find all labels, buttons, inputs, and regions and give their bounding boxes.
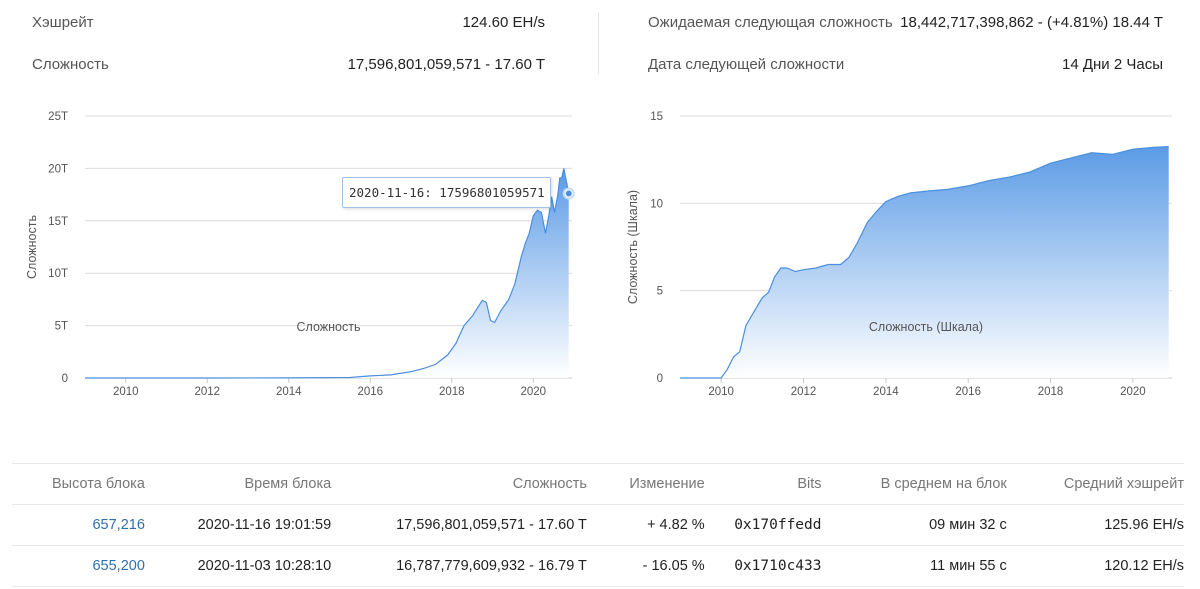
difficulty-history-table: Высота блока Время блока Сложность Измен… <box>12 463 1184 587</box>
y-tick-label: 15T <box>48 216 68 228</box>
col-height-header: Высота блока <box>12 463 145 505</box>
x-tick-label: 2012 <box>791 386 817 398</box>
x-tick-label: 2016 <box>357 386 383 398</box>
series-line <box>85 168 570 379</box>
difficulty-log-chart[interactable]: 0 5 10 15 2010 2012 2014 2016 2018 2020 Сложность … <box>600 95 1200 440</box>
x-tick-label: 2010 <box>113 386 139 398</box>
difficulty-value-separator: - <box>481 56 495 73</box>
x-axis-title: Сложность <box>297 320 361 334</box>
x-tick-label: 2014 <box>873 386 899 398</box>
y-axis-title: Сложность (Шкала) <box>626 190 640 304</box>
col-difficulty-header: Сложность <box>331 463 587 505</box>
x-tick-label: 2012 <box>194 386 220 398</box>
difficulty-label: Сложность <box>32 56 109 73</box>
col-avg-header: В среднем на блок <box>821 463 1007 505</box>
col-hashrate-header: Средний хэшрейт <box>1006 463 1184 505</box>
block-height-link[interactable]: 657,216 <box>12 504 145 546</box>
hashrate-label: Хэшрейт <box>32 14 94 31</box>
next-difficulty-date-label: Дата следующей сложности <box>648 56 845 73</box>
x-tick-label: 2016 <box>955 386 981 398</box>
block-difficulty: 17,596,801,059,571 - 17.60 T <box>331 504 587 546</box>
block-avg-time: 09 мин 32 с <box>821 504 1007 546</box>
next-difficulty-value: 18,442,717,398,862 - (+4.81%) 18.44 T <box>900 14 1163 31</box>
y-tick-label: 10 <box>650 198 663 210</box>
y-tick-label: 5T <box>55 321 68 333</box>
y-tick-label: 20T <box>48 163 68 175</box>
col-time-header: Время блока <box>144 463 332 505</box>
hover-point <box>564 189 573 198</box>
block-height-link[interactable]: 655,200 <box>12 545 145 587</box>
series-line <box>680 146 1169 379</box>
difficulty-value-short: 17.60 T <box>494 56 545 73</box>
block-hashrate: 120.12 EH/s <box>1006 545 1184 587</box>
difficulty-chart-svg[interactable]: 0 5T 10T 15T 20T 25T 2010 2012 2014 2016 2018 2020 С… <box>0 95 600 440</box>
y-tick-label: 25T <box>48 111 68 123</box>
series-area <box>680 146 1169 378</box>
next-difficulty-label: Ожидаемая следующая сложность <box>648 14 893 31</box>
difficulty-log-chart-svg[interactable]: 0 5 10 15 2010 2012 2014 2016 2018 2020 Сложность … <box>600 95 1200 440</box>
block-bits: 0x1710c433 <box>704 545 822 587</box>
y-axis-title: Сложность <box>25 215 39 279</box>
x-axis-title: Сложность (Шкала) <box>869 320 983 334</box>
table-row: 655,200 2020-11-03 10:28:10 16,787,779,6… <box>12 545 1184 587</box>
block-time: 2020-11-03 10:28:10 <box>144 545 332 587</box>
block-time: 2020-11-16 19:01:59 <box>144 504 332 546</box>
block-difficulty: 16,787,779,609,932 - 16.79 T <box>331 545 587 587</box>
stats-divider <box>598 12 599 74</box>
x-tick-label: 2020 <box>520 386 546 398</box>
difficulty-chart[interactable]: 0 5T 10T 15T 20T 25T 2010 2012 2014 2016 2018 2020 С… <box>0 95 600 440</box>
network-stats: Хэшрейт 124.60 EH/s Сложность 17,596,801… <box>0 0 1200 90</box>
block-avg-time: 11 мин 55 с <box>821 545 1007 587</box>
next-difficulty-date-value: 14 Дни 2 Часы <box>1062 56 1163 73</box>
y-tick-label: 0 <box>657 373 663 385</box>
y-tick-label: 0 <box>62 373 68 385</box>
x-tick-label: 2010 <box>708 386 734 398</box>
chart-tooltip: 2020-11-16: 17596801059571 <box>342 177 551 208</box>
col-change-header: Изменение <box>586 463 705 505</box>
y-tick-label: 5 <box>657 286 663 298</box>
table-row: 657,216 2020-11-16 19:01:59 17,596,801,0… <box>12 504 1184 546</box>
block-change: + 4.82 % <box>586 504 705 546</box>
hashrate-value: 124.60 EH/s <box>462 14 545 31</box>
x-tick-label: 2018 <box>439 386 465 398</box>
block-bits: 0x170ffedd <box>704 504 822 546</box>
block-change: - 16.05 % <box>586 545 705 587</box>
difficulty-value: 17,596,801,059,571 - 17.60 T <box>348 56 545 73</box>
x-tick-label: 2018 <box>1038 386 1064 398</box>
series-area <box>85 168 569 378</box>
y-tick-label: 15 <box>650 111 663 123</box>
y-tick-label: 10T <box>48 268 68 280</box>
block-hashrate: 125.96 EH/s <box>1006 504 1184 546</box>
difficulty-value-full: 17,596,801,059,571 <box>347 56 482 73</box>
col-bits-header: Bits <box>704 463 822 505</box>
x-tick-label: 2020 <box>1120 386 1146 398</box>
x-tick-label: 2014 <box>276 386 302 398</box>
table-header-row: Высота блока Время блока Сложность Измен… <box>12 463 1184 505</box>
